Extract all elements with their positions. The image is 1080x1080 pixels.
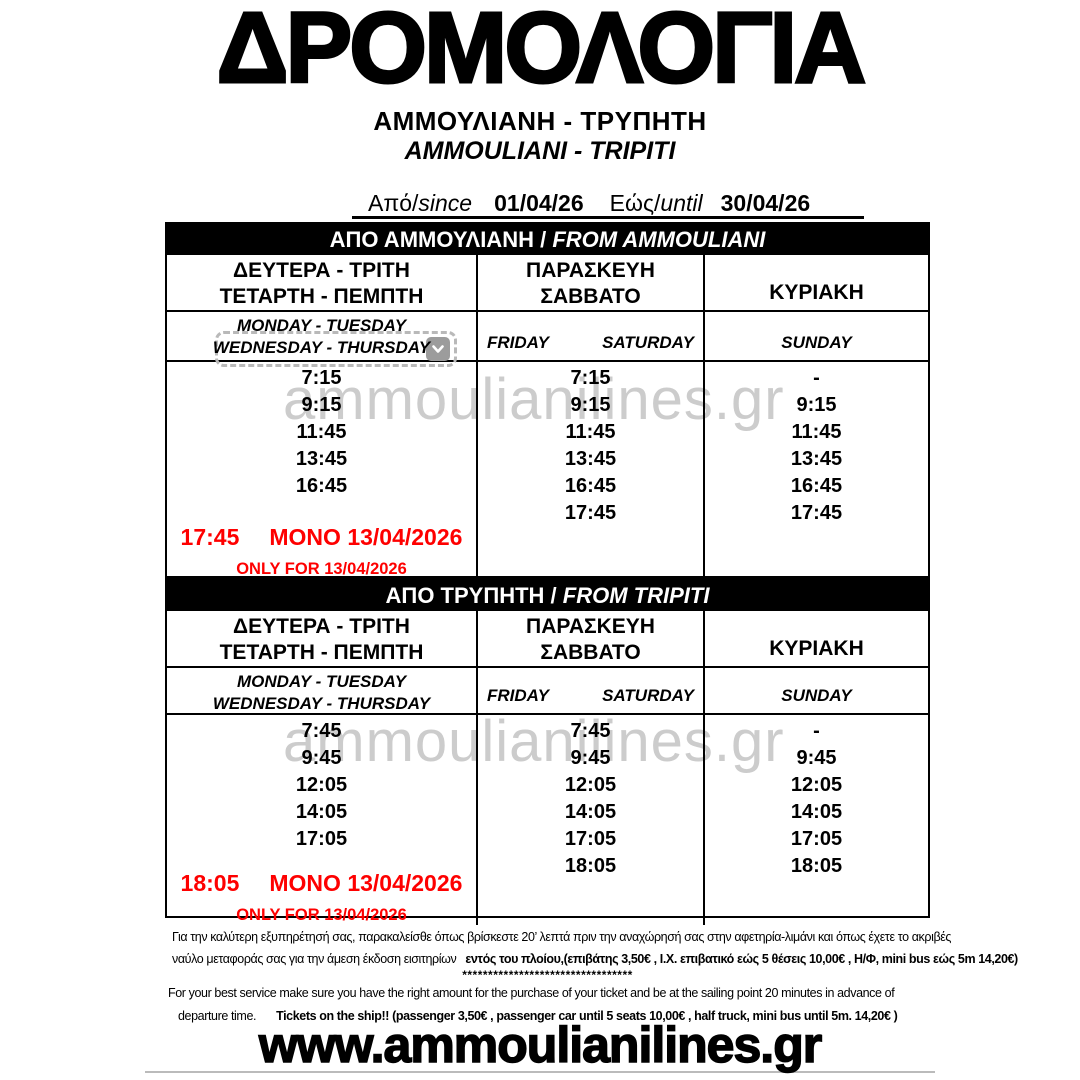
form-field-outline[interactable]	[215, 331, 457, 367]
time-cell: 17:45	[790, 502, 843, 524]
time-cell: 9:45	[570, 747, 611, 769]
departure-times-sunday: - 9:45 12:05 14:05 17:05 18:05	[705, 718, 928, 880]
special-label: ΜΟΝΟ 13/04/2026	[269, 870, 463, 896]
column-sunday: ΚΥΡΙΑΚΗ SUNDAY - 9:45 12:05 14:05 17:05 …	[705, 611, 928, 925]
table-banner: ΑΠΟ ΤΡΥΠΗΤΗ / FROM TRIPITI	[167, 580, 928, 611]
time-cell: 12:05	[564, 774, 617, 796]
time-cell: 11:45	[296, 421, 347, 443]
time-cell: 7:15	[301, 367, 342, 389]
route-subtitle-greek: ΑΜΜΟΥΛΙΑΝΗ - ΤΡΥΠΗΤΗ	[373, 106, 707, 136]
special-sailing-note: 17:45 ΜΟΝΟ 13/04/2026	[167, 524, 476, 551]
time-cell: 9:15	[570, 394, 611, 416]
special-sailing-note-english: ONLY FOR 13/04/2026	[236, 906, 407, 924]
time-cell: 18:05	[564, 855, 617, 877]
time-cell: 9:15	[796, 394, 837, 416]
validity-date-line: Από/since 01/04/26 Εώς/until 30/04/26	[352, 190, 864, 219]
website-url: www.ammoulianilines.gr	[258, 1016, 823, 1074]
time-cell: 12:05	[295, 774, 348, 796]
time-cell: 13:45	[564, 448, 617, 470]
time-cell: 16:45	[295, 475, 348, 497]
english-prices: Tickets on the ship!! (passenger 3,50€ ,…	[276, 1009, 898, 1023]
departure-times-friday-saturday: 7:45 9:45 12:05 14:05 17:05 18:05	[478, 718, 703, 880]
time-cell: 17:45	[564, 502, 617, 524]
day-header-greek: ΠΑΡΑΣΚΕΥΗ ΣΑΒΒΑΤΟ	[478, 255, 703, 312]
separator-asterisks: *********************************	[462, 968, 633, 982]
notice-english-line2: departure time. Tickets on the ship!! (pa…	[178, 1009, 898, 1023]
time-cell: 14:05	[295, 801, 348, 823]
page-title: ΔΡΟΜΟΛΟΓΙΑ	[215, 0, 868, 104]
schedule-table-from-tripiti: ΑΠΟ ΤΡΥΠΗΤΗ / FROM TRIPITI ΔΕΥΤΕΡΑ - ΤΡΙ…	[165, 578, 930, 925]
route-subtitle-english: AMMOULIANI - TRIPITI	[404, 137, 676, 165]
day-header-english: MONDAY - TUESDAY WEDNESDAY - THURSDAY	[167, 668, 476, 715]
time-cell: 17:05	[564, 828, 617, 850]
banner-english: FROM AMMOULIANI	[552, 226, 766, 252]
bottom-divider	[145, 1071, 935, 1073]
column-weekdays: ΔΕΥΤΕΡΑ - ΤΡΙΤΗ ΤΕΤΑΡΤΗ - ΠΕΜΠΤΗ MONDAY …	[167, 255, 478, 579]
time-cell: 14:05	[790, 801, 843, 823]
time-cell: 14:05	[564, 801, 617, 823]
table-banner: ΑΠΟ ΑΜΜΟΥΛΙΑΝΗ / FROM AMMOULIANI	[167, 224, 928, 255]
day-header-english: MONDAY - TUESDAY WEDNESDAY - THURSDAY	[167, 312, 476, 367]
departure-times-weekdays: 7:15 9:15 11:45 13:45 16:45	[167, 365, 476, 500]
time-cell: 16:45	[564, 475, 617, 497]
time-cell: 9:45	[796, 747, 837, 769]
departure-times-friday-saturday: 7:15 9:15 11:45 13:45 16:45 17:45	[478, 365, 703, 527]
banner-english: FROM TRIPITI	[562, 582, 710, 608]
date-until-label-english: until	[660, 190, 703, 216]
time-cell: 17:05	[295, 828, 348, 850]
special-sailing-note-english: ONLY FOR 13/04/2026	[236, 560, 407, 578]
banner-greek: ΑΠΟ ΑΜΜΟΥΛΙΑΝΗ /	[329, 226, 553, 252]
notice-greek-line1: Για την καλύτερη εξυπηρέτησή σας, παρακα…	[172, 930, 952, 944]
date-from-value: 01/04/26	[494, 190, 584, 216]
special-label: ΜΟΝΟ 13/04/2026	[269, 524, 463, 550]
departure-times-sunday: - 9:15 11:45 13:45 16:45 17:45	[705, 365, 928, 527]
day-header-greek: ΠΑΡΑΣΚΕΥΗ ΣΑΒΒΑΤΟ	[478, 611, 703, 668]
time-cell: -	[813, 720, 820, 742]
schedule-table-from-ammouliani: ΑΠΟ ΑΜΜΟΥΛΙΑΝΗ / FROM AMMOULIANI ΔΕΥΤΕΡΑ…	[165, 222, 930, 579]
time-cell: 12:05	[790, 774, 843, 796]
special-time: 17:45	[180, 524, 240, 550]
time-cell: 16:45	[790, 475, 843, 497]
watermark-text: ammoulianilines.gr	[283, 367, 785, 432]
special-time: 18:05	[180, 870, 240, 896]
time-cell: 9:45	[301, 747, 342, 769]
time-cell: 7:15	[570, 367, 611, 389]
date-from-label-english: since	[418, 190, 473, 216]
date-until-value: 30/04/26	[720, 190, 811, 216]
time-cell: 18:05	[790, 855, 843, 877]
time-cell: 7:45	[301, 720, 342, 742]
time-cell: 11:45	[565, 421, 616, 443]
departure-times-weekdays: 7:45 9:45 12:05 14:05 17:05	[167, 718, 476, 853]
day-header-english: FRIDAY SATURDAY	[478, 668, 703, 715]
notice-greek-line2: ναύλο μεταφοράς σας για την άμεση έκδοση…	[172, 952, 1018, 966]
time-cell: -	[813, 367, 820, 389]
special-sailing-note: 18:05 ΜΟΝΟ 13/04/2026	[167, 870, 476, 897]
day-header-greek: ΚΥΡΙΑΚΗ	[705, 255, 928, 312]
day-header-greek: ΔΕΥΤΕΡΑ - ΤΡΙΤΗ ΤΕΤΑΡΤΗ - ΠΕΜΠΤΗ	[167, 611, 476, 668]
notice-english-line1: For your best service make sure you have…	[168, 986, 895, 1000]
time-cell: 13:45	[295, 448, 348, 470]
column-friday-saturday: ΠΑΡΑΣΚΕΥΗ ΣΑΒΒΑΤΟ FRIDAY SATURDAY 7:45 9…	[478, 611, 705, 925]
column-friday-saturday: ΠΑΡΑΣΚΕΥΗ ΣΑΒΒΑΤΟ FRIDAY SATURDAY 7:15 9…	[478, 255, 705, 579]
time-cell: 9:15	[301, 394, 342, 416]
time-cell: 11:45	[791, 421, 842, 443]
time-cell: 7:45	[570, 720, 611, 742]
time-cell: 17:05	[790, 828, 843, 850]
column-weekdays: ΔΕΥΤΕΡΑ - ΤΡΙΤΗ ΤΕΤΑΡΤΗ - ΠΕΜΠΤΗ MONDAY …	[167, 611, 478, 925]
day-header-greek: ΔΕΥΤΕΡΑ - ΤΡΙΤΗ ΤΕΤΑΡΤΗ - ΠΕΜΠΤΗ	[167, 255, 476, 312]
column-sunday: ΚΥΡΙΑΚΗ SUNDAY - 9:15 11:45 13:45 16:45 …	[705, 255, 928, 579]
day-header-greek: ΚΥΡΙΑΚΗ	[705, 611, 928, 668]
banner-greek: ΑΠΟ ΤΡΥΠΗΤΗ /	[385, 582, 563, 608]
date-from-label-greek: Από/	[368, 190, 419, 216]
dropdown-chevron-icon[interactable]	[426, 337, 450, 361]
day-header-english: FRIDAY SATURDAY	[478, 312, 703, 362]
date-until-label-greek: Εώς/	[609, 190, 661, 216]
time-cell: 13:45	[790, 448, 843, 470]
watermark-text: ammoulianilines.gr	[283, 709, 785, 774]
day-header-english: SUNDAY	[705, 668, 928, 715]
greek-prices: εντός του πλοίου,(επιβάτης 3,50€ , Ι.Χ. …	[465, 952, 1018, 966]
day-header-english: SUNDAY	[705, 312, 928, 362]
